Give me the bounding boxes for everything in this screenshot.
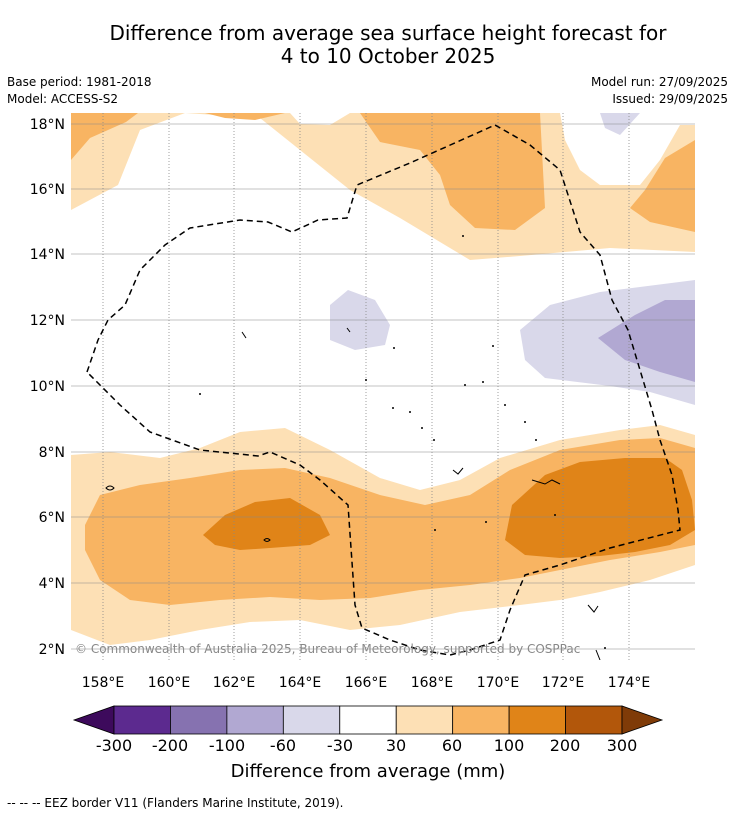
colorbar-swatch — [170, 705, 228, 735]
lat-label: 10°N — [30, 379, 65, 395]
lat-label: 18°N — [30, 117, 65, 133]
lat-label: 6°N — [39, 510, 65, 526]
lat-label: 16°N — [30, 182, 65, 198]
lon-label: 174°E — [608, 675, 651, 691]
base-period: Base period: 1981-2018 — [7, 75, 152, 89]
lat-label: 8°N — [39, 445, 65, 461]
colorbar-swatch — [226, 705, 284, 735]
latitude-labels: 18°N 16°N 14°N 12°N 10°N 8°N 6°N 4°N 2°N — [30, 117, 65, 658]
lat-label: 12°N — [30, 313, 65, 329]
colorbar-swatch — [452, 705, 510, 735]
colorbar-swatch — [395, 705, 454, 735]
lon-label: 158°E — [82, 675, 125, 691]
neg-anomaly-east-60mm — [598, 300, 695, 382]
colorbar-label: -30 — [326, 736, 354, 755]
lon-label: 166°E — [345, 675, 388, 691]
atolls — [199, 235, 606, 649]
north-band-60mm-west — [71, 113, 138, 160]
colorbar-label: -60 — [269, 736, 297, 755]
lon-label: 162°E — [213, 675, 256, 691]
map-area: © Commonwealth of Australia 2025, Bureau… — [71, 113, 695, 660]
south-band-100mm-west — [203, 498, 330, 550]
title-line-2: 4 to 10 October 2025 — [280, 44, 496, 68]
colorbar-label: -300 — [95, 736, 133, 755]
lat-label: 2°N — [39, 642, 65, 658]
gridlines-lat — [71, 123, 695, 650]
lon-label: 168°E — [411, 675, 454, 691]
title-line-1: Difference from average sea surface heig… — [109, 21, 667, 45]
colorbar-label: 30 — [385, 736, 407, 755]
lon-label: 172°E — [542, 675, 585, 691]
lon-label: 170°E — [477, 675, 520, 691]
colorbar-swatch — [282, 705, 341, 735]
model-name: Model: ACCESS-S2 — [7, 92, 119, 106]
colorbar-swatch — [113, 705, 171, 735]
colorbar-label: -200 — [151, 736, 189, 755]
model-run: Model run: 27/09/2025 — [590, 75, 728, 89]
colorbar — [72, 705, 664, 735]
colorbar-title: Difference from average (mm) — [230, 761, 506, 782]
gridlines — [102, 113, 630, 660]
colorbar-swatch — [565, 705, 623, 735]
colorbar-extend-low — [72, 705, 115, 735]
colorbar-label: 200 — [549, 736, 581, 755]
chart-title: Difference from average sea surface heig… — [0, 22, 736, 68]
lat-label: 4°N — [39, 576, 65, 592]
colorbar-swatch — [339, 705, 397, 735]
eez-footnote: -- -- -- EEZ border V11 (Flanders Marine… — [7, 796, 344, 810]
lat-label: 14°N — [30, 247, 65, 263]
colorbar-extend-high — [621, 705, 664, 735]
north-band-60mm-top — [205, 113, 285, 120]
lon-label: 160°E — [148, 675, 191, 691]
north-band-60mm-centre — [360, 113, 545, 230]
longitude-labels: 158°E 160°E 162°E 164°E 166°E 168°E 170°… — [82, 675, 651, 691]
south-band-100mm-east — [505, 458, 695, 558]
north-band-60mm-east — [630, 140, 695, 232]
islands — [105, 327, 601, 660]
north-band-white-gap — [560, 113, 695, 185]
colorbar-swatch — [508, 705, 566, 735]
meta-left: Base period: 1981-2018 Model: ACCESS-S2 — [7, 74, 152, 108]
lon-label: 164°E — [279, 675, 322, 691]
copyright-text: © Commonwealth of Australia 2025, Bureau… — [75, 642, 580, 656]
colorbar-label: 300 — [606, 736, 638, 755]
eez-border — [86, 124, 681, 656]
colorbar-label: 100 — [493, 736, 525, 755]
colorbar-label: 60 — [441, 736, 463, 755]
north-band-white-notch — [290, 113, 350, 125]
issued-date: Issued: 29/09/2025 — [612, 92, 728, 106]
meta-right: Model run: 27/09/2025 Issued: 29/09/2025 — [591, 74, 728, 108]
colorbar-label: -100 — [208, 736, 246, 755]
